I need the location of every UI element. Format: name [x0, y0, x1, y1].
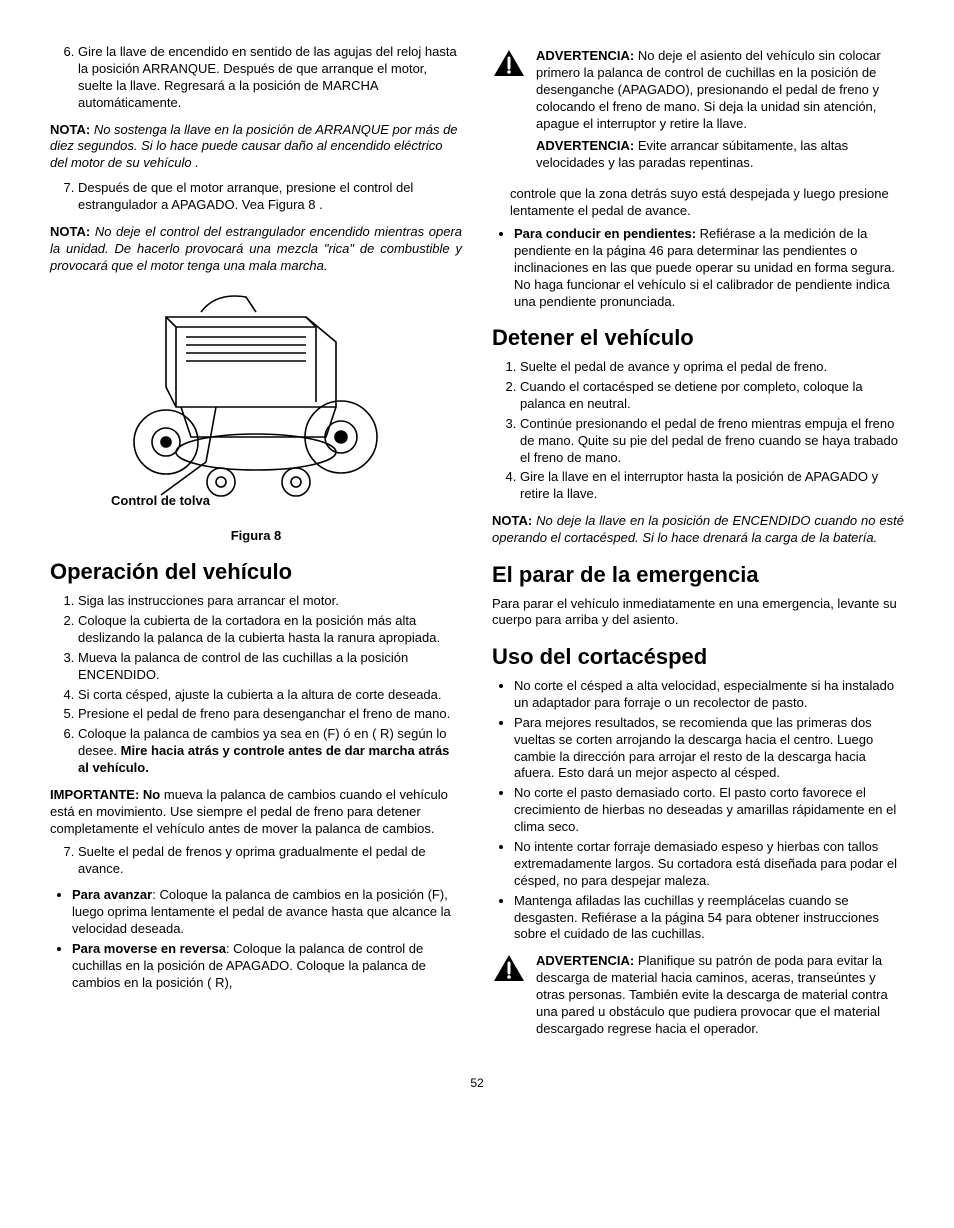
list-item: Gire la llave en el interruptor hasta la… [520, 469, 904, 503]
emergencia-para: Para parar el vehículo inmediatamente en… [492, 596, 904, 630]
heading-emergencia: El parar de la emergencia [492, 561, 904, 590]
right-column: ADVERTENCIA: No deje el asiento del vehí… [492, 40, 904, 1052]
warning-label: ADVERTENCIA: [536, 138, 634, 153]
note-label: NOTA: [50, 224, 90, 239]
figure-inline-label: Control de tolva [111, 493, 211, 508]
figure-8: Control de tolva Figura 8 [50, 287, 462, 545]
start-steps-continued: Gire la llave de encendido en sentido de… [50, 44, 462, 112]
list-item: Para avanzar: Coloque la palanca de camb… [72, 887, 462, 938]
list-item: Siga las instrucciones para arrancar el … [78, 593, 462, 610]
list-item: Para conducir en pendientes: Refiérase a… [514, 226, 904, 310]
note-2: NOTA: No deje el control del estrangulad… [50, 224, 462, 275]
warning-block-2: ADVERTENCIA: Planifique su patrón de pod… [492, 953, 904, 1043]
operacion-bullets: Para avanzar: Coloque la palanca de camb… [50, 887, 462, 991]
warning-icon [492, 953, 526, 1043]
warning-label: ADVERTENCIA: [536, 953, 634, 968]
list-item: Coloque la cubierta de la cortadora en l… [78, 613, 462, 647]
warning-icon [492, 48, 526, 178]
continuation-para: controle que la zona detrás suyo está de… [510, 186, 904, 220]
bullet-label: Para conducir en pendientes: [514, 226, 696, 241]
list-item: Coloque la palanca de cambios ya sea en … [78, 726, 462, 777]
note-label: NOTA: [492, 513, 532, 528]
list-item: Suelte el pedal de avance y oprima el pe… [520, 359, 904, 376]
warning-text: ADVERTENCIA: No deje el asiento del vehí… [536, 48, 904, 178]
list-item: Para moverse en reversa: Coloque la pala… [72, 941, 462, 992]
importante-label: IMPORTANTE: No [50, 787, 160, 802]
note-1: NOTA: No sostenga la llave en la posició… [50, 122, 462, 173]
list-item: Si corta césped, ajuste la cubierta a la… [78, 687, 462, 704]
note-body: No deje el control del estrangulador enc… [50, 224, 462, 273]
note-body: No sostenga la llave en la posición de A… [50, 122, 458, 171]
operacion-steps: Siga las instrucciones para arrancar el … [50, 593, 462, 777]
figure-caption: Figura 8 [50, 528, 462, 545]
warning-text: ADVERTENCIA: Planifique su patrón de pod… [536, 953, 904, 1043]
warning-label: ADVERTENCIA: [536, 48, 634, 63]
list-item: Para mejores resultados, se recomienda q… [514, 715, 904, 783]
left-column: Gire la llave de encendido en sentido de… [50, 40, 462, 1052]
list-item: Continúe presionando el pedal de freno m… [520, 416, 904, 467]
operacion-step-7: Suelte el pedal de frenos y oprima gradu… [50, 844, 462, 878]
importante-note: IMPORTANTE: No mueva la palanca de cambi… [50, 787, 462, 838]
list-item: Mantenga afiladas las cuchillas y reempl… [514, 893, 904, 944]
list-item: Cuando el cortacésped se detiene por com… [520, 379, 904, 413]
heading-uso: Uso del cortacésped [492, 643, 904, 672]
bullet-label: Para moverse en reversa [72, 941, 226, 956]
heading-operacion: Operación del vehículo [50, 558, 462, 587]
page-columns: Gire la llave de encendido en sentido de… [50, 40, 904, 1052]
note-body: No deje la llave en la posición de ENCEN… [492, 513, 904, 545]
list-item: Mueva la palanca de control de las cuchi… [78, 650, 462, 684]
list-item: No corte el césped a alta velocidad, esp… [514, 678, 904, 712]
note-label: NOTA: [50, 122, 90, 137]
note-3: NOTA: No deje la llave en la posición de… [492, 513, 904, 547]
mower-illustration: Control de tolva [106, 287, 406, 517]
list-item: Gire la llave de encendido en sentido de… [78, 44, 462, 112]
heading-detener: Detener el vehículo [492, 324, 904, 353]
list-item: No corte el pasto demasiado corto. El pa… [514, 785, 904, 836]
detener-steps: Suelte el pedal de avance y oprima el pe… [492, 359, 904, 503]
start-step-7: Después de que el motor arranque, presio… [50, 180, 462, 214]
bullet-label: Para avanzar [72, 887, 152, 902]
list-item: Suelte el pedal de frenos y oprima gradu… [78, 844, 462, 878]
warning-block-1: ADVERTENCIA: No deje el asiento del vehí… [492, 48, 904, 178]
list-item: Presione el pedal de freno para desengan… [78, 706, 462, 723]
list-item: Después de que el motor arranque, presio… [78, 180, 462, 214]
page-number: 52 [50, 1076, 904, 1092]
list-item: No intente cortar forraje demasiado espe… [514, 839, 904, 890]
op6-bold: Mire hacia atrás y controle antes de dar… [78, 743, 449, 775]
uso-bullets: No corte el césped a alta velocidad, esp… [492, 678, 904, 943]
pendientes-bullet: Para conducir en pendientes: Refiérase a… [492, 226, 904, 310]
